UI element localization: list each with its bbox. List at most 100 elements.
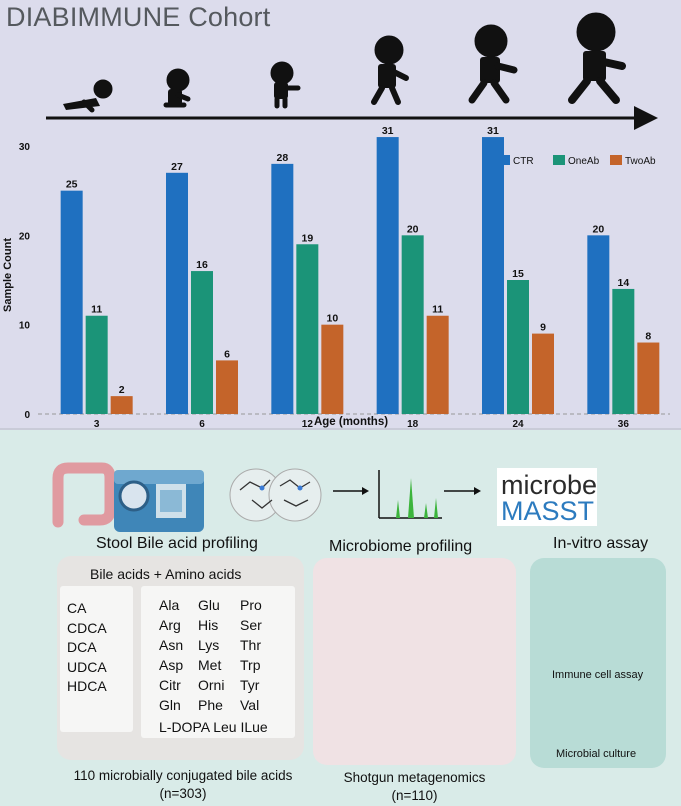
bile-acid-item: UDCA bbox=[67, 658, 107, 675]
invitro-panel-title: In-vitro assay bbox=[553, 535, 649, 552]
amino-last-row: L-DOPA Leu ILue bbox=[159, 719, 268, 735]
bile-acid-item: CA bbox=[67, 600, 87, 616]
bar-ctr-12 bbox=[271, 163, 294, 414]
amino-acids-list bbox=[141, 586, 295, 738]
stool-caption-line2: (n=303) bbox=[159, 786, 207, 801]
child-walking-icon bbox=[371, 35, 409, 105]
y-tick-label: 10 bbox=[19, 321, 31, 332]
microbiome-box bbox=[313, 558, 516, 765]
amino-acid-item: Glu bbox=[198, 597, 220, 613]
stool-panel-title: Stool Bile acid profiling bbox=[96, 535, 258, 552]
x-axis-label: Age (months) bbox=[314, 416, 388, 428]
infant-crawling-icon bbox=[63, 79, 113, 113]
amino-acid-item: Tyr bbox=[240, 677, 260, 693]
bar-value-label: 27 bbox=[171, 161, 183, 173]
bile-acids-list bbox=[60, 586, 133, 732]
amino-acid-item: Ala bbox=[159, 597, 180, 613]
legend-label-oneab: OneAb bbox=[568, 156, 600, 167]
amino-acid-item: Ser bbox=[240, 617, 262, 633]
infant-sitting-icon bbox=[163, 68, 191, 108]
amino-acid-item: Met bbox=[198, 657, 222, 673]
bar-oneab-36 bbox=[612, 288, 635, 414]
y-tick-label: 0 bbox=[24, 410, 30, 421]
microbiome-caption-line2: (n=110) bbox=[391, 788, 438, 803]
age-timeline bbox=[46, 12, 658, 130]
bar-twoab-3 bbox=[110, 396, 133, 414]
bar-value-label: 15 bbox=[512, 268, 524, 280]
panel-divider bbox=[0, 428, 681, 430]
bar-value-label: 11 bbox=[432, 304, 443, 316]
microbemasst-logo bbox=[497, 468, 597, 526]
bar-value-label: 28 bbox=[276, 152, 288, 164]
bar-oneab-6 bbox=[191, 271, 213, 414]
bar-value-label: 2 bbox=[119, 384, 125, 396]
amino-acid-item: Trp bbox=[240, 657, 261, 673]
legend-label-twoab: TwoAb bbox=[625, 156, 656, 167]
mass-spectrum-icon bbox=[378, 470, 442, 519]
bar-value-label: 16 bbox=[196, 259, 208, 271]
chart-bars: 25 11 2 27 16 6 28 19 10 31 20 11 31 15 9 20 14 8 bbox=[60, 125, 660, 415]
bar-value-label: 14 bbox=[617, 277, 629, 289]
bar-value-label: 8 bbox=[645, 331, 651, 343]
bar-ctr-36 bbox=[587, 235, 610, 414]
x-tick-label: 12 bbox=[302, 419, 314, 430]
amino-acid-item: Val bbox=[240, 697, 260, 713]
amino-acid-item: Asp bbox=[159, 657, 184, 673]
bar-value-label: 31 bbox=[487, 125, 499, 137]
x-tick-label: 18 bbox=[407, 419, 419, 430]
amino-acid-item: Pro bbox=[240, 597, 262, 613]
bar-value-label: 20 bbox=[407, 223, 419, 235]
bar-value-label: 20 bbox=[592, 223, 604, 235]
x-tick-label: 6 bbox=[199, 419, 205, 430]
bar-twoab-12 bbox=[321, 324, 344, 414]
bar-value-label: 10 bbox=[326, 313, 338, 325]
legend-label-ctr: CTR bbox=[513, 156, 534, 167]
bar-twoab-24 bbox=[532, 333, 554, 414]
sample-count-chart: 25 11 2 27 16 6 28 19 10 31 20 11 31 15 9 20 14 8 0 10 20 30… bbox=[2, 125, 670, 430]
bar-twoab-36 bbox=[637, 342, 660, 414]
amino-acid-item: His bbox=[198, 617, 219, 633]
page-title: DIABIMMUNE Cohort bbox=[6, 2, 271, 32]
colon-icon bbox=[52, 462, 116, 528]
bar-ctr-18 bbox=[376, 137, 399, 415]
amino-acid-item: Orni bbox=[198, 677, 225, 693]
bar-ctr-24 bbox=[482, 137, 504, 415]
bar-oneab-24 bbox=[507, 280, 529, 414]
y-tick-label: 30 bbox=[19, 142, 31, 153]
microbial-culture-label: Microbial culture bbox=[556, 748, 637, 760]
bar-ctr-6 bbox=[166, 172, 188, 414]
molecular-network-icon bbox=[229, 468, 322, 522]
amino-acid-item: Gln bbox=[159, 697, 181, 713]
bar-value-label: 9 bbox=[540, 322, 546, 334]
bar-twoab-18 bbox=[426, 315, 449, 414]
bile-acid-item: CDCA bbox=[67, 619, 107, 636]
bile-acid-item: DCA bbox=[67, 639, 97, 655]
x-tick-label: 3 bbox=[94, 419, 100, 430]
bar-oneab-18 bbox=[401, 235, 424, 414]
amino-acid-item: Lys bbox=[198, 637, 220, 653]
bar-twoab-6 bbox=[216, 360, 238, 414]
immune-cell-assay-label: Immune cell assay bbox=[552, 669, 644, 681]
bar-ctr-3 bbox=[60, 190, 83, 414]
microbiome-caption-line1: Shotgun metagenomics bbox=[343, 770, 486, 785]
toddler-standing-icon bbox=[270, 61, 301, 109]
x-tick-label: 36 bbox=[618, 419, 630, 430]
stool-caption-line1: 110 microbially conjugated bile acids bbox=[73, 768, 293, 783]
x-tick-label: 24 bbox=[512, 419, 524, 430]
amino-acid-item: Citr bbox=[159, 677, 181, 693]
amino-acid-item: Phe bbox=[198, 697, 223, 713]
mass-spectrometer-icon bbox=[114, 470, 204, 532]
legend-swatch-oneab bbox=[553, 155, 565, 165]
bar-value-label: 25 bbox=[66, 179, 78, 191]
legend-swatch-ctr bbox=[498, 155, 510, 165]
logo-masst-text: MASST bbox=[501, 496, 595, 526]
bile-acid-item: HDCA bbox=[67, 678, 107, 694]
chart-legend: CTR OneAb TwoAb bbox=[498, 155, 656, 167]
bar-oneab-12 bbox=[296, 244, 319, 414]
y-axis-label: Sample Count bbox=[2, 238, 14, 312]
logo-microbe-text: microbe bbox=[501, 470, 598, 500]
stool-box-header: Bile acids + Amino acids bbox=[90, 566, 242, 582]
bar-value-label: 31 bbox=[382, 125, 394, 137]
bar-oneab-3 bbox=[85, 315, 108, 414]
